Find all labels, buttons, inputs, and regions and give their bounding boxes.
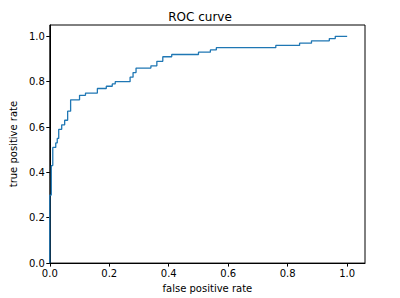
svg-text:0.8: 0.8	[29, 76, 45, 87]
svg-text:0.0: 0.0	[28, 257, 45, 269]
svg-text:ROC curve: ROC curve	[168, 10, 232, 24]
svg-text:0.6: 0.6	[29, 122, 45, 133]
svg-text:true positive rate: true positive rate	[8, 101, 19, 187]
svg-text:0.0: 0.0	[42, 268, 58, 279]
svg-text:1.0: 1.0	[29, 31, 45, 42]
svg-text:0.8: 0.8	[280, 268, 296, 279]
svg-text:0.4: 0.4	[29, 167, 45, 178]
svg-text:0.6: 0.6	[220, 268, 236, 279]
svg-text:false positive rate: false positive rate	[163, 283, 253, 294]
svg-text:0.2: 0.2	[101, 268, 117, 279]
svg-text:0.4: 0.4	[161, 268, 177, 279]
svg-text:0.2: 0.2	[29, 212, 45, 223]
svg-text:1.0: 1.0	[339, 268, 355, 279]
